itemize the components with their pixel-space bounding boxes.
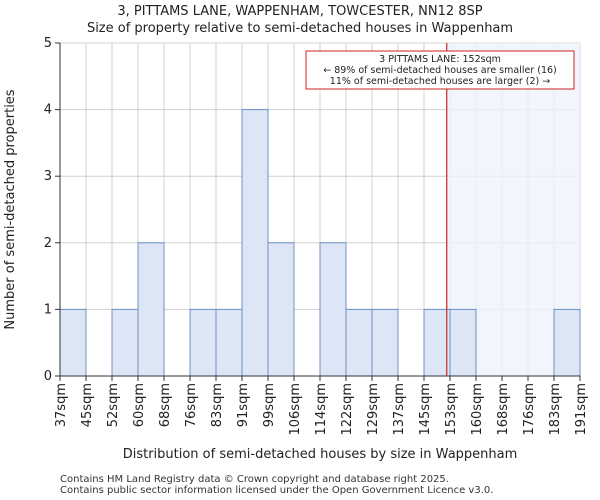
y-tick-label: 5 [44,36,52,51]
x-tick-label: 160sqm [470,383,485,436]
x-tick-label: 137sqm [392,383,407,436]
x-tick-label: 45sqm [80,383,95,427]
x-tick-label: 91sqm [236,383,251,427]
x-tick-label: 76sqm [184,383,199,427]
x-tick-label: 153sqm [444,383,459,436]
histogram-bar [137,242,165,377]
annotation-line-1: 3 PITTAMS LANE: 152sqm [379,54,501,65]
annotation-line-2: ← 89% of semi-detached houses are smalle… [323,65,557,76]
x-tick-label: 114sqm [314,383,329,436]
x-tick-label: 168sqm [496,383,511,436]
x-tick-label: 191sqm [574,383,589,436]
histogram-bar [371,308,399,377]
histogram-bar [189,308,217,377]
histogram-bar [267,242,295,377]
chart-subtitle: Size of property relative to semi-detach… [86,21,514,36]
y-tick-label: 3 [44,169,52,184]
histogram-bar [241,109,269,377]
x-tick-label: 83sqm [210,383,225,427]
chart-title: 3, PITTAMS LANE, WAPPENHAM, TOWCESTER, N… [117,4,483,19]
x-tick-label: 37sqm [54,383,69,427]
x-tick-label: 145sqm [418,383,433,436]
histogram-bar [449,308,477,377]
histogram-bar [553,308,581,377]
histogram-bar [111,308,139,377]
footer-line-2: Contains public sector information licen… [60,485,494,496]
histogram-bar [345,308,373,377]
x-tick-label: 99sqm [262,383,277,427]
x-tick-label: 60sqm [132,383,147,427]
histogram-bar [319,242,347,377]
histogram-chart: 0 1 2 3 4 5 37sqm 45sqm 52sqm 60sqm 68sqm 76sqm 83s… [3,36,589,462]
x-tick-label: 106sqm [288,383,303,436]
y-axis-label: Number of semi-detached properties [3,89,18,329]
footer-line-1: Contains HM Land Registry data © Crown c… [60,474,449,485]
histogram-bar [59,308,87,377]
annotation-box: 3 PITTAMS LANE: 152sqm ← 89% of semi-det… [305,50,575,90]
histogram-bar [215,308,243,377]
annotation-border [305,50,575,90]
y-tick-label: 0 [44,369,52,384]
y-tick-label: 2 [44,236,52,251]
x-axis-label: Distribution of semi-detached houses by … [123,447,518,462]
x-tick-label: 183sqm [548,383,563,436]
histogram-bar [423,308,451,377]
x-tick-label: 122sqm [340,383,355,436]
x-tick-label: 68sqm [158,383,173,427]
x-tick-label: 129sqm [366,383,381,436]
x-tick-label: 176sqm [522,383,537,436]
x-tick-label: 52sqm [106,383,121,427]
y-tick-label: 4 [44,103,52,118]
annotation-line-3: 11% of semi-detached houses are larger (… [330,76,550,87]
y-tick-label: 1 [44,302,52,317]
